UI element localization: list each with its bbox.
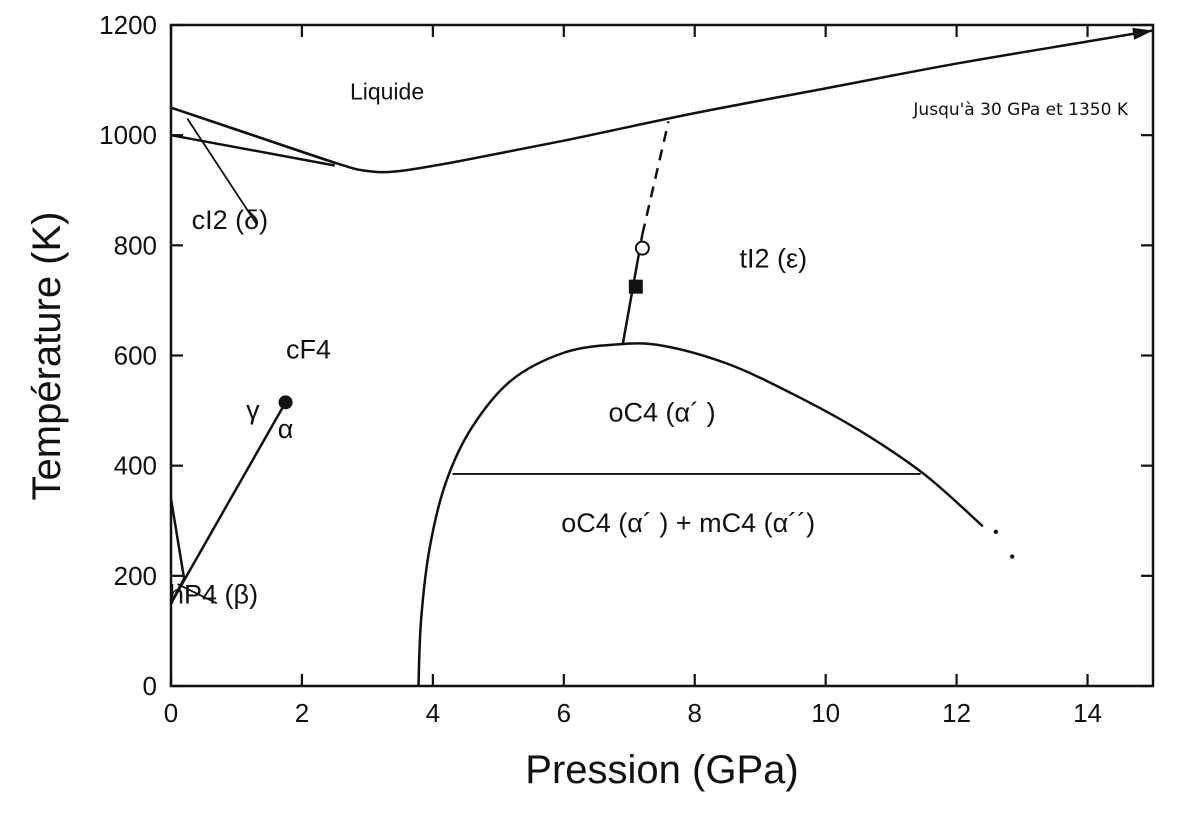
boundary-hP4-lower bbox=[169, 578, 186, 604]
region-label: cI2 (δ) bbox=[192, 205, 269, 235]
y-tick-label: 1200 bbox=[99, 10, 157, 40]
boundary-cI2-cF4-upper bbox=[170, 106, 336, 164]
region-label: oC4 (α´ ) bbox=[608, 398, 715, 428]
boundary-cI2-pointer bbox=[186, 118, 257, 224]
x-tick-label: 10 bbox=[811, 698, 840, 728]
region-label: γ bbox=[246, 395, 260, 425]
y-tick-label: 400 bbox=[114, 451, 157, 481]
boundary-cF4-tI2-extrapolated bbox=[641, 121, 670, 235]
boundary-oC4-dome bbox=[417, 342, 984, 687]
region-label: hP4 (β) bbox=[169, 579, 258, 609]
range-note: Jusqu'à 30 GPa et 1350 K bbox=[912, 100, 1128, 120]
region-label: Liquide bbox=[350, 78, 424, 104]
x-tick-label: 14 bbox=[1073, 698, 1102, 728]
boundary-hP4-upper bbox=[169, 498, 186, 579]
y-tick-label: 600 bbox=[114, 341, 157, 371]
x-axis-title: Pression (GPa) bbox=[525, 748, 798, 792]
axis-ticks: 0 2 4 6 8 10 12 14 0 200 400 600 800 1000 1200 bbox=[99, 10, 1153, 728]
region-label: cF4 bbox=[286, 334, 331, 364]
y-tick-label: 800 bbox=[114, 230, 157, 260]
x-tick-label: 6 bbox=[557, 698, 571, 728]
boundary-arrowhead bbox=[1132, 27, 1153, 40]
y-tick-label: 0 bbox=[143, 671, 157, 701]
x-tick-label: 0 bbox=[164, 698, 178, 728]
marker-dot bbox=[1010, 554, 1015, 559]
x-tick-label: 2 bbox=[295, 698, 309, 728]
y-tick-label: 200 bbox=[114, 561, 157, 591]
y-tick-label: 1000 bbox=[99, 120, 157, 150]
x-tick-label: 8 bbox=[687, 698, 701, 728]
x-tick-label: 12 bbox=[942, 698, 971, 728]
boundary-cI2-cF4-lower bbox=[170, 133, 335, 167]
marker-filled-circle bbox=[278, 395, 293, 410]
region-labels: Liquide cI2 (δ) tI2 (ε) cF4 γα oC4 (α´ ) oC4 (… bbox=[169, 78, 815, 609]
marker-dot bbox=[993, 529, 999, 534]
region-label: α bbox=[278, 414, 294, 444]
marker-filled-square bbox=[628, 279, 643, 294]
data-markers bbox=[278, 240, 1015, 559]
boundary-hP4-pointer bbox=[177, 583, 218, 605]
y-axis-title: Température (K) bbox=[25, 212, 69, 501]
region-label: tI2 (ε) bbox=[740, 243, 808, 273]
boundary-gamma-alpha bbox=[169, 401, 287, 604]
x-tick-label: 4 bbox=[426, 698, 440, 728]
region-label: oC4 (α´ ) + mC4 (α´´) bbox=[561, 508, 815, 538]
marker-open-circle bbox=[634, 240, 650, 256]
